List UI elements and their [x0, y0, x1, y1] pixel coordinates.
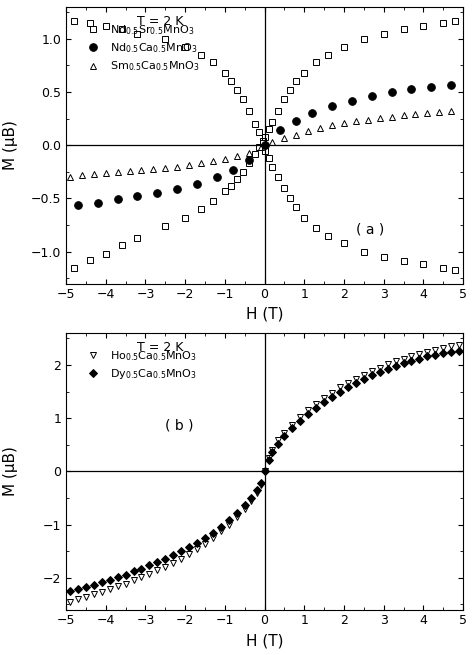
X-axis label: H (T): H (T) — [246, 307, 283, 322]
Text: ( a ): ( a ) — [356, 223, 384, 236]
Y-axis label: M (μB): M (μB) — [3, 447, 18, 496]
X-axis label: H (T): H (T) — [246, 633, 283, 648]
Y-axis label: M (μB): M (μB) — [3, 121, 18, 170]
Text: T = 2 K: T = 2 K — [137, 341, 184, 354]
Text: T = 2 K: T = 2 K — [137, 15, 184, 28]
Text: ( b ): ( b ) — [165, 419, 194, 433]
Legend: Nd$_{0.5}$Sr$_{0.5}$MnO$_{3}$, Nd$_{0.5}$Ca$_{0.5}$MnO$_{3}$, Sm$_{0.5}$Ca$_{0.5: Nd$_{0.5}$Sr$_{0.5}$MnO$_{3}$, Nd$_{0.5}… — [80, 21, 201, 75]
Legend: Ho$_{0.5}$Ca$_{0.5}$MnO$_{3}$, Dy$_{0.5}$Ca$_{0.5}$MnO$_{3}$: Ho$_{0.5}$Ca$_{0.5}$MnO$_{3}$, Dy$_{0.5}… — [80, 347, 199, 384]
